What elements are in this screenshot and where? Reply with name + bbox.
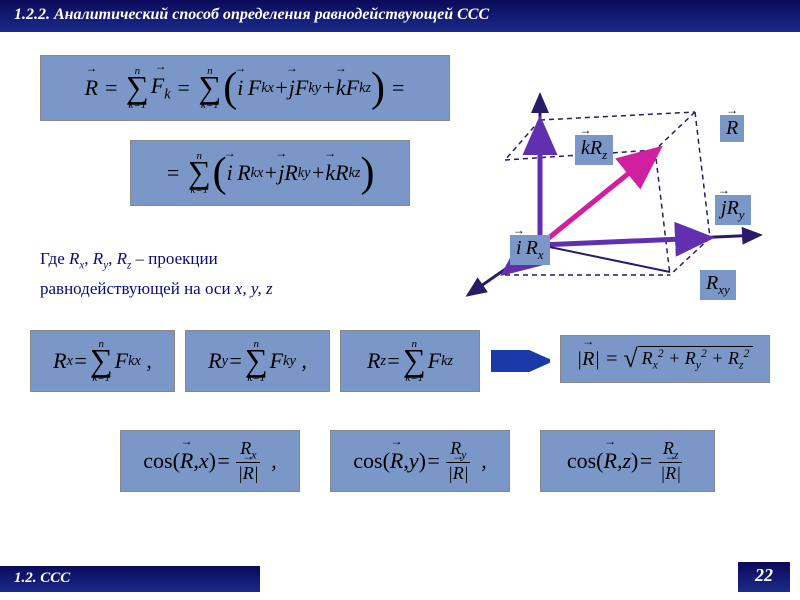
footer-left: 1.2. ССС [0,566,260,592]
arrow-icon [490,350,550,372]
label-r: R [720,115,744,142]
formula-main-1: R = n∑k=1 Fk = n∑k=1 (i Fkx + jFky + kFk… [40,55,450,121]
desc-line1: Где Rx, Ry, Rz – проекции [40,249,218,268]
description: Где Rx, Ry, Rz – проекции равнодействующ… [40,245,380,302]
label-irx: i Rx [510,235,550,265]
formula-cosx: cos(R,x) = Rx|R| , [120,430,300,492]
title-bar: 1.2.2. Аналитический способ определения … [0,0,800,32]
label-rxy: Rxy [700,270,736,300]
label-krz: kRz [575,135,613,165]
formula-cosz: cos(R,z) = Rz|R| [540,430,715,492]
label-jry: jRy [715,195,751,225]
desc-line2: равнодействующей на оси x, y, z [40,279,273,298]
formula-rx: Rx = n∑k=1 Fkx , [30,330,175,392]
formula-main-2: = n∑k=1 (i Rkx + jRky + kRkz) [130,140,410,206]
page-number: 22 [738,562,790,592]
formula-cosy: cos(R,y) = Ry|R| , [330,430,510,492]
formula-ry: Ry = n∑k=1 Fky , [185,330,330,392]
formula-magnitude: |R| = √Rx2 + Ry2 + Rz2 [560,335,770,383]
formula-rz: Rz = n∑k=1 Fkz [340,330,480,392]
